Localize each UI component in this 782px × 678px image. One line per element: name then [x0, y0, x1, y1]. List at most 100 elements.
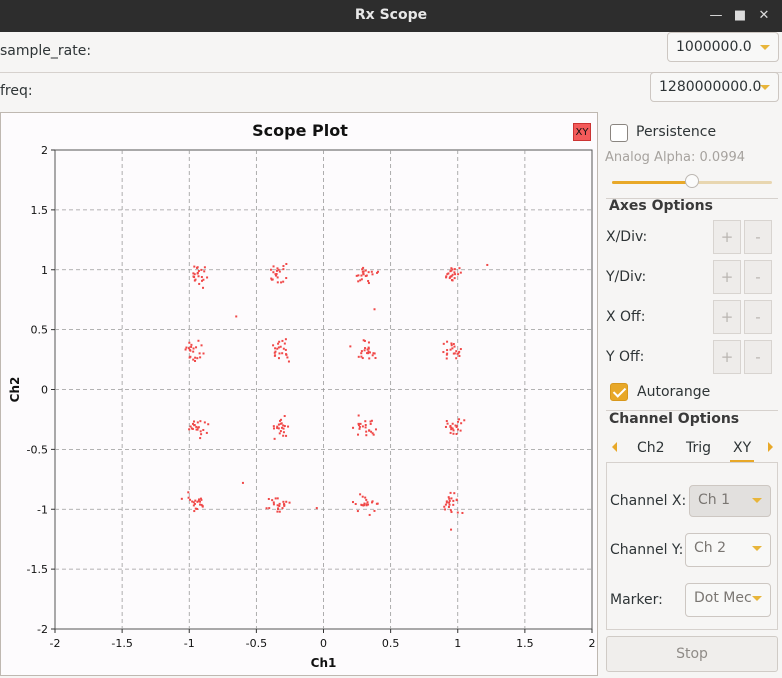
channel-x-combo[interactable]: Ch 1	[689, 485, 771, 517]
scatter-point	[272, 271, 275, 274]
scatter-point	[457, 273, 460, 276]
x-off-plus-button[interactable]: +	[713, 300, 741, 334]
maximize-icon[interactable]: ■	[733, 8, 747, 23]
x-div-minus-button[interactable]: -	[744, 220, 772, 254]
stop-button[interactable]: Stop	[606, 636, 778, 672]
xy-tab-panel: Channel X: Ch 1 Channel Y: Ch 2 Marker: …	[606, 462, 778, 630]
scatter-point	[446, 349, 449, 352]
chevron-down-icon	[760, 45, 770, 50]
y-div-plus-button[interactable]: +	[713, 260, 741, 294]
scatter-point	[372, 352, 375, 355]
sample-rate-combo[interactable]: 1000000.0	[667, 32, 779, 62]
scatter-point	[367, 350, 370, 353]
tab-scroll-right-icon[interactable]	[768, 442, 773, 452]
y-div-minus-button[interactable]: -	[744, 260, 772, 294]
scatter-point	[449, 348, 452, 351]
scatter-point	[196, 428, 199, 431]
x-div-plus-button[interactable]: +	[713, 220, 741, 254]
scatter-point	[451, 427, 454, 430]
scatter-point	[359, 279, 362, 282]
y-off-plus-button[interactable]: +	[713, 340, 741, 374]
slider-handle[interactable]	[685, 174, 699, 188]
marker-combo[interactable]: Dot Mec	[685, 583, 771, 617]
scatter-point	[446, 352, 449, 355]
scatter-point	[455, 425, 458, 428]
scatter-point	[357, 274, 360, 277]
scatter-point	[458, 418, 461, 421]
scatter-point	[194, 359, 197, 362]
scatter-point	[194, 499, 197, 502]
scatter-point	[367, 282, 370, 285]
scatter-point	[449, 491, 452, 494]
tab-xy[interactable]: XY	[730, 440, 755, 462]
scatter-point	[456, 352, 459, 355]
y-off-minus-button[interactable]: -	[744, 340, 772, 374]
x-tick-label: -1.5	[111, 637, 132, 650]
xy-toggle-button[interactable]: XY	[573, 123, 591, 141]
scatter-point	[450, 344, 453, 347]
scatter-point	[269, 268, 272, 271]
scatter-point	[451, 268, 454, 271]
scatter-point	[277, 268, 280, 271]
scatter-point	[203, 270, 206, 273]
channel-y-combo[interactable]: Ch 2	[685, 533, 771, 567]
scatter-point	[357, 280, 360, 283]
scatter-point	[357, 355, 360, 358]
scatter-point	[352, 426, 355, 429]
y-tick-label: 0	[41, 384, 48, 397]
scatter-point	[282, 503, 285, 506]
y-axis-label: Ch2	[8, 377, 22, 403]
scatter-point	[285, 500, 288, 503]
tab-scroll-left-icon[interactable]	[612, 442, 617, 452]
scatter-point	[452, 429, 455, 432]
y-tick-label: 2	[41, 144, 48, 157]
scatter-point	[191, 422, 194, 425]
sample-rate-row: sample_rate: 1000000.0	[0, 32, 782, 72]
close-icon[interactable]: ✕	[758, 8, 770, 23]
scatter-point	[454, 273, 457, 276]
scatter-point	[456, 511, 459, 514]
scatter-point	[277, 357, 280, 360]
y-tick-label: 1.5	[31, 204, 49, 217]
x-off-minus-button[interactable]: -	[744, 300, 772, 334]
scatter-point	[363, 339, 366, 342]
scatter-point	[362, 273, 365, 276]
autorange-label: Autorange	[637, 384, 711, 400]
tab-ch2[interactable]: Ch2	[637, 440, 665, 456]
minimize-icon[interactable]: —	[709, 8, 723, 23]
scatter-point	[376, 502, 379, 505]
scatter-point	[456, 420, 459, 423]
persistence-checkbox[interactable]	[610, 124, 628, 142]
analog-alpha-slider[interactable]	[612, 174, 772, 188]
scope-plot[interactable]: Scope Plot XY -2 -1.5 -1 -0.5 0 0.5 1 1.5 2 -2 -1.…	[0, 112, 598, 676]
scatter-plot-area[interactable]: -2 -1.5 -1 -0.5 0 0.5 1 1.5 2 -2 -1.5 -1 -0.5 0 0.5 1 1.…	[1, 113, 597, 675]
scatter-point	[449, 509, 452, 512]
scatter-point	[197, 275, 200, 278]
scatter-point	[268, 507, 271, 510]
x-tick-label: -0.5	[246, 637, 267, 650]
scatter-point	[447, 496, 450, 499]
scatter-point	[370, 270, 373, 273]
scatter-point	[373, 509, 376, 512]
scatter-point	[444, 503, 447, 506]
scatter-point	[197, 339, 200, 342]
freq-combo[interactable]: 1280000000.0	[650, 72, 779, 102]
scatter-point	[449, 424, 452, 427]
scatter-point	[196, 266, 199, 269]
scatter-point	[365, 503, 368, 506]
scatter-point	[272, 427, 275, 430]
autorange-checkbox[interactable]	[610, 383, 628, 401]
scatter-point	[453, 352, 456, 355]
tab-trig[interactable]: Trig	[686, 440, 712, 456]
x-tick-label: 2	[589, 637, 596, 650]
scatter-point	[272, 425, 275, 428]
scatter-point	[363, 349, 366, 352]
y-tick-label: -1	[37, 503, 48, 516]
scatter-point	[373, 308, 376, 311]
scatter-point	[275, 274, 278, 277]
scatter-point	[448, 499, 451, 502]
scatter-point	[276, 510, 279, 513]
scatter-point	[453, 271, 456, 274]
scatter-point	[280, 281, 283, 284]
freq-value: 1280000000.0	[659, 79, 762, 95]
